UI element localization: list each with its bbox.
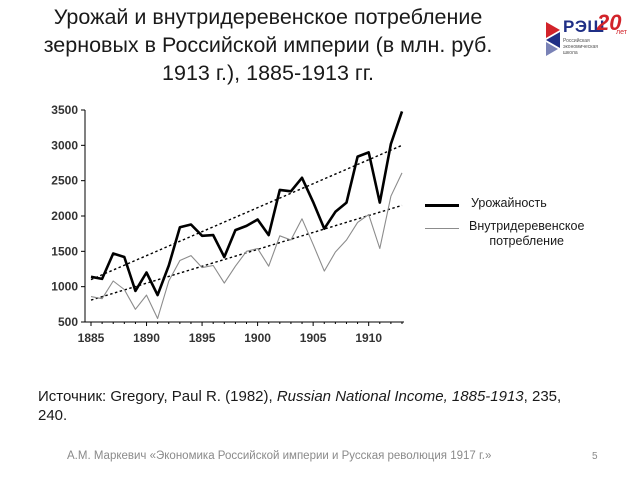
logo-years: 20 [597, 10, 622, 35]
series-line-consumption [90, 172, 403, 320]
title-line: зерновых в Российской империи (в млн. ру… [43, 33, 493, 57]
x-tick-label: 1900 [244, 331, 271, 345]
trendline [90, 204, 403, 301]
source-suffix: , 235, [523, 388, 562, 405]
y-tick-label: 1000 [51, 280, 78, 294]
logo-subtitle-line: экономическая [563, 44, 599, 50]
x-tick-label: 1890 [133, 331, 160, 345]
slide-title: Урожай и внутридеревенское потребление з… [8, 3, 528, 87]
series-line-harvest [90, 110, 404, 297]
source-line2: 240. [38, 407, 68, 424]
title-line: 1913 г.), 1885-1913 гг. [162, 61, 374, 85]
logo-name: РЭШ [563, 17, 606, 36]
page-number: 5 [592, 451, 598, 462]
line-chart: 500 1000 1500 2000 2500 3000 3500 1885 1890 1895 1… [51, 103, 404, 345]
title-line: Урожай и внутридеревенское потребление [53, 5, 483, 29]
x-tick-label: 1905 [300, 331, 327, 345]
nes-logo-icon [546, 22, 560, 56]
y-tick-label: 3000 [51, 138, 78, 152]
chart-axes [81, 109, 404, 326]
y-tick-label: 500 [58, 315, 78, 329]
logo-years-suffix: лет [616, 29, 627, 36]
source-prefix: Источник: Gregory, Paul R. (1982), [38, 388, 277, 405]
trendlines [90, 144, 403, 301]
series-lines [90, 110, 404, 320]
tick-labels: 500 1000 1500 2000 2500 3000 3500 1885 1890 1895 1… [51, 103, 382, 345]
legend-label-line: Внутридеревенское [469, 219, 585, 233]
x-tick-label: 1895 [189, 331, 216, 345]
logo-subtitle-line: Российская [563, 38, 590, 44]
legend-label-harvest: Урожайность [471, 196, 547, 210]
slide-footer: А.М. Маркевич «Экономика Российской импе… [67, 450, 492, 462]
y-tick-label: 1500 [51, 244, 78, 258]
y-tick-label: 2500 [51, 174, 78, 188]
y-tick-label: 3500 [51, 103, 78, 117]
x-tick-label: 1885 [78, 331, 105, 345]
legend-swatch-consumption [425, 228, 459, 229]
source-citation: Источник: Gregory, Paul R. (1982), Russi… [38, 387, 613, 425]
trendline [90, 144, 403, 281]
legend-swatch-harvest [425, 204, 459, 207]
y-tick-label: 2000 [51, 209, 78, 223]
logo-subtitle-line: школа [563, 50, 578, 56]
logo-subtitle: Российская экономическая школа [563, 38, 623, 56]
x-tick-label: 1910 [355, 331, 382, 345]
legend-label-line: потребление [489, 234, 565, 248]
source-title: Russian National Income, 1885-1913 [276, 388, 524, 405]
legend-label-consumption: Внутридеревенское потребление [469, 219, 584, 249]
